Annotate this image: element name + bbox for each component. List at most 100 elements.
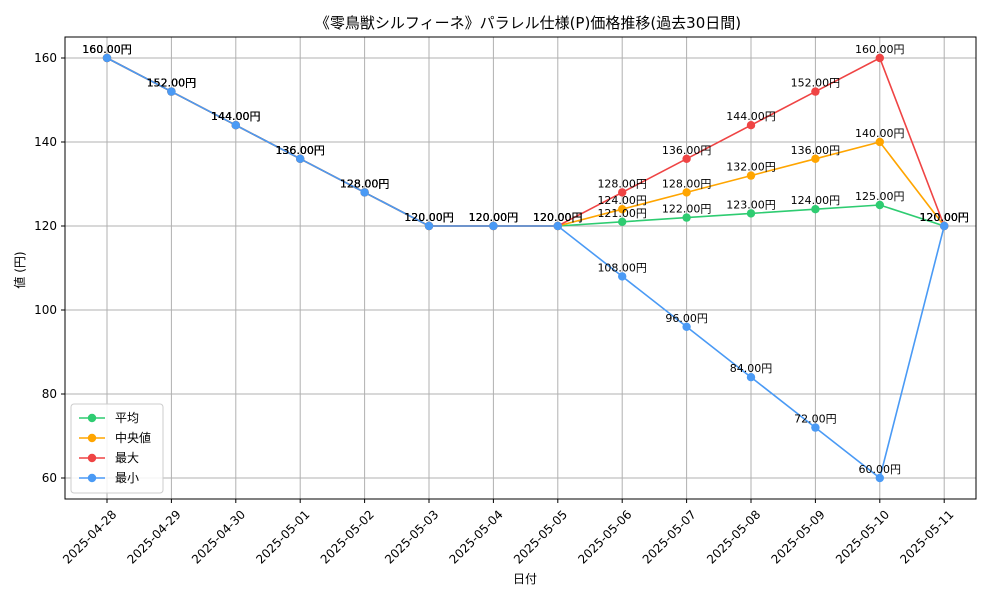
legend-item: 最大 [79,451,139,465]
legend-item: 中央値 [79,430,151,445]
data-label: 136.00円 [662,144,712,157]
data-label: 144.00円 [211,110,261,123]
x-tick-label: 2025-04-29 [125,507,184,566]
data-label: 120.00円 [533,211,583,224]
data-label: 96.00円 [665,312,708,325]
data-label: 160.00円 [82,43,132,56]
data-label: 144.00円 [726,110,776,123]
data-label: 123.00円 [726,198,776,211]
data-label: 121.00円 [597,207,647,220]
x-tick-label: 2025-05-09 [769,507,828,566]
x-tick-label: 2025-05-04 [447,507,506,566]
legend-marker [87,453,97,463]
legend-marker [87,473,97,483]
x-axis-ticks: 2025-04-28 2025-04-29 2025-04-30 2025-05-01… [60,499,957,567]
x-tick-label: 2025-05-05 [511,507,570,566]
grid [65,37,976,499]
x-tick-label: 2025-04-28 [60,507,119,566]
y-tick-label: 100 [34,303,57,317]
data-point [102,53,112,63]
data-label: 144.00円 [211,110,261,123]
data-label: 120.00円 [469,211,519,224]
data-point [618,205,627,214]
data-label: 128.00円 [662,177,712,190]
x-tick-label: 2025-05-07 [640,507,699,566]
data-label: 120.00円 [919,211,969,224]
data-label: 120.00円 [469,211,519,224]
chart-title: 《零鳥獣シルフィーネ》パラレル仕様(P)価格推移(過去30日間) [315,14,741,32]
data-label: 128.00円 [340,177,390,190]
data-label: 136.00円 [275,144,325,157]
x-tick-label: 2025-04-30 [189,507,248,566]
data-label: 128.00円 [340,177,390,190]
data-point [940,221,949,231]
data-label: 120.00円 [919,211,969,224]
data-label: 72.00円 [794,413,837,426]
x-tick-label: 2025-05-08 [704,507,763,566]
legend-label: 最大 [115,451,139,465]
data-point [746,373,756,382]
y-axis-ticks: 60 80 100 120 140 160 [34,51,65,485]
data-point [811,205,820,214]
y-tick-label: 120 [34,219,57,233]
data-label: 128.00円 [597,177,647,190]
x-axis-label: 日付 [513,572,537,586]
data-point [553,221,562,231]
data-label: 128.00円 [340,177,390,190]
data-label: 108.00円 [597,261,647,274]
data-point [424,221,434,231]
legend-label: 平均 [115,411,139,425]
data-label: 124.00円 [597,194,647,207]
data-point [746,209,756,218]
series-最小 [102,53,949,483]
data-point [167,87,176,96]
x-tick-label: 2025-05-01 [253,507,312,566]
data-point [746,121,756,130]
data-label: 152.00円 [147,77,197,90]
y-tick-label: 160 [34,51,57,65]
data-label: 120.00円 [404,211,454,224]
data-point [489,221,498,231]
series-layer [102,53,949,483]
data-label: 152.00円 [147,77,197,90]
data-label: 120.00円 [533,211,583,224]
legend-box [70,403,164,494]
legend-label: 中央値 [115,430,151,445]
data-label: 120.00円 [919,211,969,224]
legend-label: 最小 [115,471,139,485]
data-point [682,154,691,163]
data-point [682,322,691,331]
data-label: 128.00円 [340,177,390,190]
x-tick-label: 2025-05-10 [833,507,892,566]
data-point [682,213,691,222]
data-point [811,154,820,163]
data-label: 136.00円 [275,144,325,157]
series-line [106,57,945,480]
data-label: 140.00円 [855,127,905,140]
data-label: 132.00円 [726,161,776,174]
data-point [618,188,627,197]
data-label: 136.00円 [791,144,841,157]
data-label: 120.00円 [533,211,583,224]
data-point [682,188,691,197]
data-label: 160.00円 [82,43,132,56]
data-label: 124.00円 [791,194,841,207]
y-tick-label: 60 [42,471,57,485]
data-point [811,423,820,432]
data-label: 160.00円 [855,43,905,56]
x-tick-label: 2025-05-02 [318,507,377,566]
data-label: 120.00円 [404,211,454,224]
data-label: 152.00円 [791,77,841,90]
x-tick-label: 2025-05-11 [897,507,956,566]
data-point [746,171,756,180]
data-point [875,53,884,63]
data-label: 60.00円 [859,463,902,476]
data-label: 122.00円 [662,203,712,216]
data-point [618,272,627,281]
data-label: 152.00円 [147,77,197,90]
data-label: 136.00円 [275,144,325,157]
data-label: 120.00円 [404,211,454,224]
y-tick-label: 80 [42,387,57,401]
